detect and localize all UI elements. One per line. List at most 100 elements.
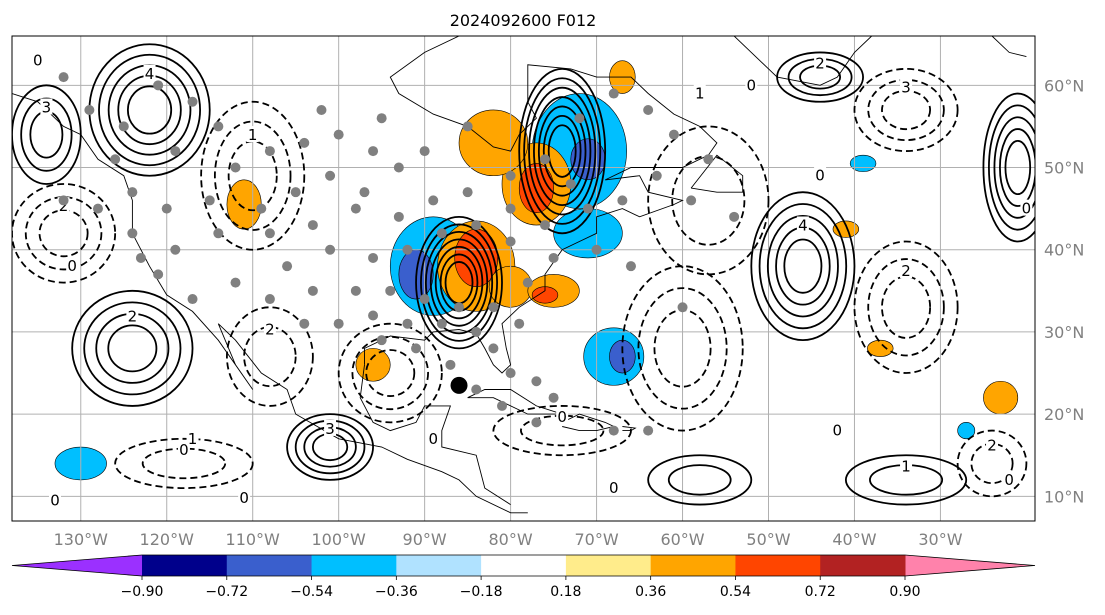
station-point bbox=[264, 146, 275, 157]
station-point bbox=[522, 277, 533, 288]
colorbar-segment bbox=[226, 555, 313, 576]
contour-label-mask bbox=[324, 419, 337, 436]
negative-contour-11-ring-0 bbox=[200, 100, 306, 251]
contour-label-7: 2 bbox=[815, 55, 825, 73]
station-point bbox=[703, 154, 714, 165]
contour-label-5: 3 bbox=[325, 420, 335, 438]
contour-label-mask bbox=[186, 429, 199, 446]
map-frame bbox=[11, 35, 1036, 522]
station-point bbox=[402, 318, 413, 329]
station-point bbox=[170, 244, 181, 255]
station-point bbox=[135, 252, 146, 263]
contour-label-3: 4 bbox=[798, 216, 808, 234]
contour-value-label: 0 bbox=[815, 167, 825, 185]
lon-tick-label: 100°W bbox=[311, 530, 366, 549]
colorbar-tick-label: −0.18 bbox=[460, 584, 503, 600]
negative-contour-16-ring-0 bbox=[853, 240, 959, 374]
positive-contour-2-ring-0 bbox=[518, 67, 607, 235]
contour-value-label: 1 bbox=[188, 430, 198, 448]
positive-contour-2-ring-2 bbox=[528, 86, 597, 216]
positive-contour-4-ring-3 bbox=[107, 324, 158, 373]
colorbar-segment bbox=[396, 555, 482, 576]
contour-value-label: 0 bbox=[50, 491, 60, 509]
station-point bbox=[471, 384, 482, 395]
station-point bbox=[213, 228, 224, 239]
contour-value-label: 0 bbox=[747, 76, 757, 94]
contour-label-mask bbox=[900, 78, 913, 95]
station-point bbox=[368, 252, 379, 263]
station-point bbox=[574, 113, 585, 124]
station-point bbox=[299, 318, 310, 329]
station-point bbox=[385, 285, 396, 296]
station-markers bbox=[58, 72, 740, 436]
station-point bbox=[161, 203, 172, 214]
positive-contour-3-ring-2 bbox=[766, 214, 839, 318]
positive-contour-2-ring-5 bbox=[542, 114, 582, 188]
station-point bbox=[643, 104, 654, 115]
positive-contour-0-ring-4 bbox=[126, 85, 173, 135]
station-point bbox=[617, 195, 628, 206]
positive-contour-3-ring-1 bbox=[758, 203, 848, 330]
station-point bbox=[299, 137, 310, 148]
station-point bbox=[264, 294, 275, 305]
colorbar-tick-label: −0.72 bbox=[205, 584, 248, 600]
station-point bbox=[643, 425, 654, 436]
negative-contour-15-ring-1 bbox=[637, 287, 728, 410]
station-point bbox=[170, 146, 181, 157]
negative-contour-12-ring-2 bbox=[365, 349, 416, 397]
contour-label-10: 1 bbox=[901, 457, 911, 475]
station-point bbox=[350, 285, 361, 296]
negative-contour-13-ring-0 bbox=[12, 183, 117, 284]
contour-label-mask bbox=[48, 491, 61, 508]
station-point bbox=[565, 178, 576, 189]
colorbar-segment bbox=[311, 555, 397, 576]
colorbar-extend-low bbox=[12, 555, 142, 576]
station-point bbox=[539, 154, 550, 165]
lat-tick-label: 40°N bbox=[1044, 241, 1084, 260]
contour-label-mask bbox=[238, 488, 251, 505]
negative-contour-19-ring-0 bbox=[114, 437, 254, 490]
positive-contour-0-ring-1 bbox=[98, 53, 201, 167]
contour-label-mask bbox=[814, 54, 827, 71]
longitude-tick-labels: 130°W 120°W 110°W 100°W 90°W 80°W 70°W 60°W 50°W… bbox=[54, 530, 963, 549]
contour-label-mask bbox=[40, 98, 53, 115]
negative-contour-14-ring-0 bbox=[226, 306, 314, 407]
positive-contour-1-ring-2 bbox=[424, 230, 494, 335]
station-point bbox=[608, 425, 619, 436]
station-point bbox=[531, 417, 542, 428]
positive-contour-2-ring-4 bbox=[537, 105, 587, 197]
negative-contour-20-ring-0 bbox=[492, 405, 632, 457]
negative-contour-19-ring-1 bbox=[141, 447, 227, 480]
station-point bbox=[462, 187, 473, 198]
colorbar-tick-label: −0.54 bbox=[290, 584, 333, 600]
lat-tick-label: 60°N bbox=[1044, 76, 1084, 95]
station-point bbox=[471, 220, 482, 231]
station-point bbox=[488, 302, 499, 313]
contour-label-14: 2 bbox=[265, 320, 275, 338]
station-point bbox=[548, 392, 559, 403]
station-point bbox=[582, 203, 593, 214]
station-point bbox=[153, 80, 164, 91]
positive-contour-1-ring-4 bbox=[434, 246, 484, 320]
station-point bbox=[350, 203, 361, 214]
negative-contour-13-ring-1 bbox=[24, 196, 103, 271]
positive-contour-2-ring-6 bbox=[547, 124, 577, 178]
station-point bbox=[307, 220, 318, 231]
positive-contour-7-ring-0 bbox=[776, 51, 864, 103]
positive-contour-3-ring-4 bbox=[783, 238, 823, 294]
positive-contour-5-ring-0 bbox=[286, 413, 374, 481]
station-point bbox=[436, 228, 447, 239]
contour-value-label: 1 bbox=[695, 85, 705, 103]
station-point bbox=[92, 203, 103, 214]
station-point bbox=[471, 326, 482, 337]
station-point bbox=[187, 96, 198, 107]
shaded-region-15 bbox=[226, 179, 262, 230]
negative-contour-11-ring-1 bbox=[213, 120, 292, 231]
station-point bbox=[110, 154, 121, 165]
contour-label-mask bbox=[986, 436, 999, 453]
lon-tick-label: 110°W bbox=[226, 530, 281, 549]
station-point bbox=[505, 203, 516, 214]
station-point bbox=[625, 261, 636, 272]
station-point bbox=[445, 359, 456, 370]
colorbar-segment bbox=[142, 555, 228, 576]
